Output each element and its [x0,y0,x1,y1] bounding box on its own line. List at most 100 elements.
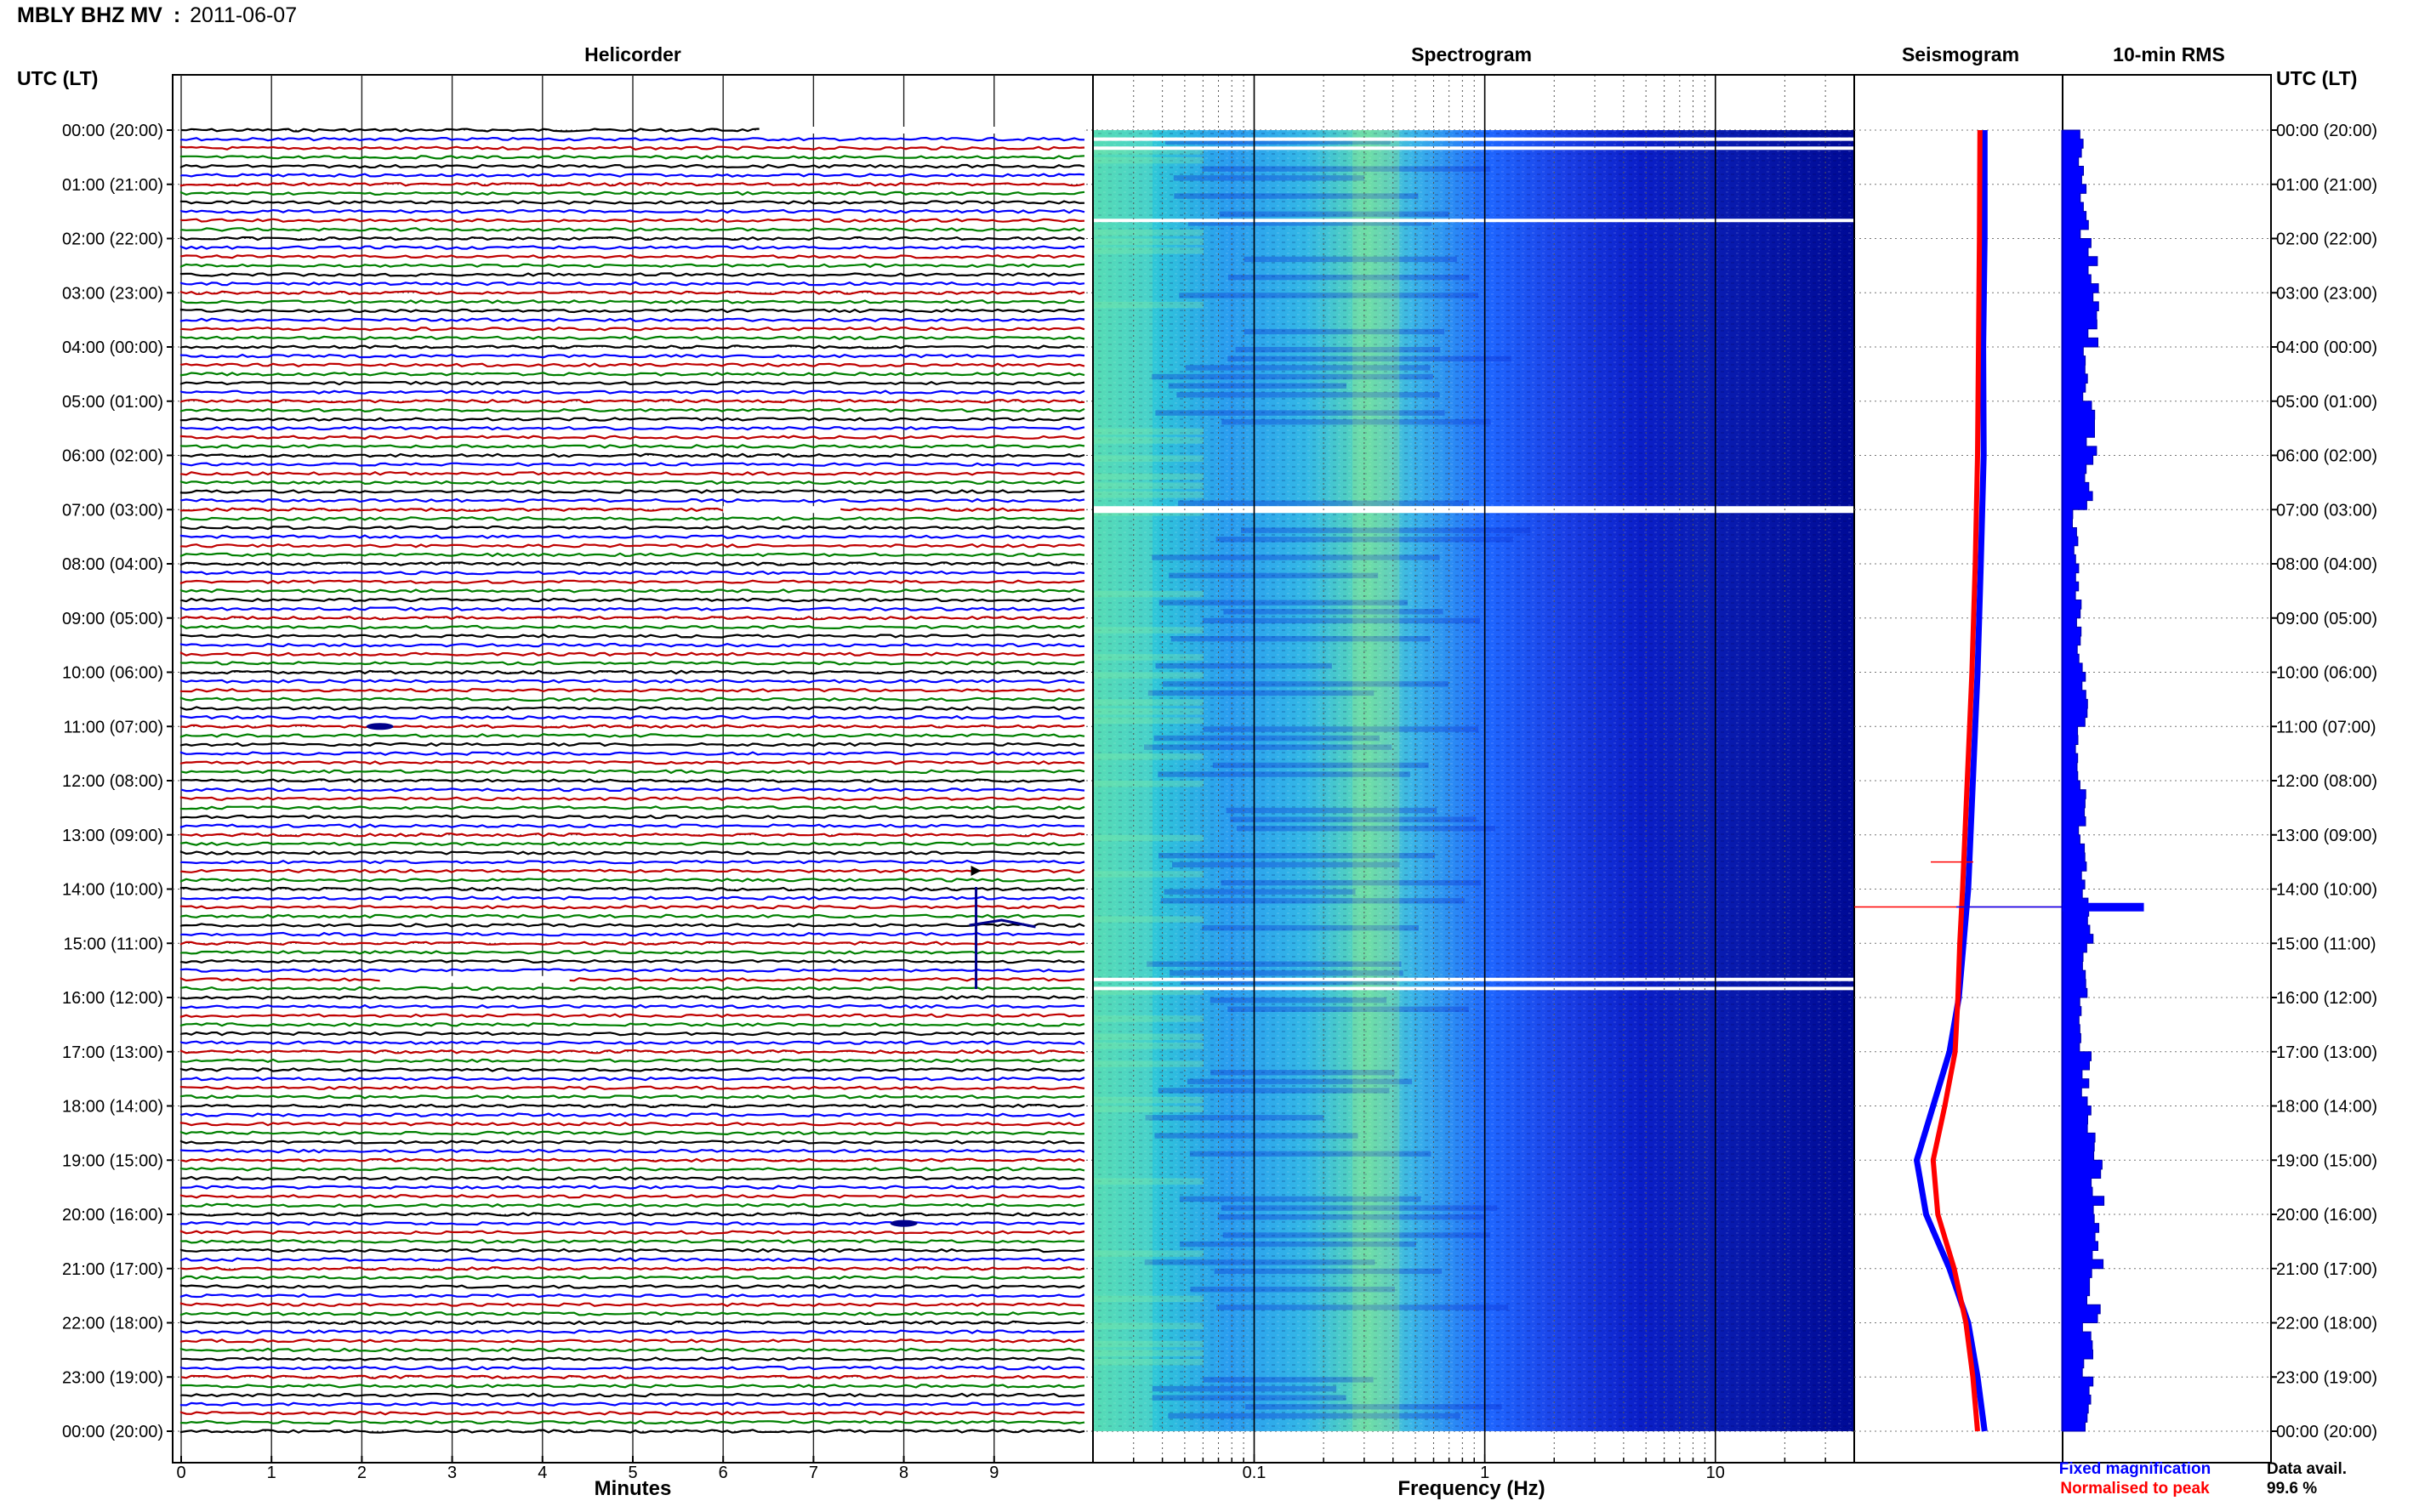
spectrogram-band [1162,681,1449,687]
spectrogram-band [1210,1070,1395,1076]
spectrogram-gap [1093,137,1854,141]
spectrogram-band [1093,1096,1204,1104]
spectrogram-band [1093,1178,1204,1185]
helicorder-trace-row [179,878,1085,883]
time-tick-label: 13:00 (09:00) [62,827,163,845]
spectrogram-band [1152,554,1440,560]
spectrogram-x-tick-label: 10 [1706,1464,1725,1482]
rms-panel [2061,74,2272,1464]
spectrogram-gap [1093,506,1854,514]
helicorder-trace-row [179,905,1085,910]
spectrogram-row-bands [1093,130,1531,1431]
helicorder-trace-row [179,1003,1084,1009]
time-tick-label: 23:00 (19:00) [2276,1368,2377,1387]
seismogram-grid [1854,129,2063,1432]
spectrogram-band [1093,492,1204,498]
helicorder-trace-row [179,1365,1085,1371]
helicorder-trace-row [179,163,1085,169]
helicorder-x-tick-label: 2 [357,1464,367,1482]
rms-title: 10-min RMS [2113,43,2225,65]
spectrogram-band [1093,1033,1204,1040]
spectrogram-band [1093,428,1204,435]
helicorder-panel: 0 1 2 3 4 5 6 7 8 9 [172,74,2271,1482]
legend-fixed-magnification: Fixed magnification [2059,1460,2211,1478]
helicorder-trace-row [179,1311,1085,1316]
helicorder-trace-row [179,173,1085,178]
time-tick-label: 02:00 (22:00) [62,230,163,249]
helicorder-trace-row [179,1248,1085,1253]
time-tick-label: 12:00 (08:00) [2276,772,2377,791]
helicorder-trace-row [179,190,1085,196]
spectrogram-band [1174,193,1419,199]
time-tick-label: 12:00 (08:00) [62,772,163,791]
helicorder-trace-row [179,714,1085,720]
helicorder-x-tick-label: 0 [176,1464,185,1482]
helicorder-trace-row [180,769,1085,775]
spectrogram-band [1158,1088,1390,1094]
time-tick-label: 11:00 (07:00) [64,718,164,736]
helicorder-trace-row [179,1194,1085,1199]
spectrogram-band [1221,1205,1498,1211]
spectrogram-band [1173,175,1365,181]
helicorder-trace-row [179,1140,1085,1145]
helicorder-trace-row [179,1122,1085,1127]
spectrogram-band [1214,1268,1443,1275]
helicorder-trace-row [179,181,1085,187]
spectrogram-band [1202,166,1491,172]
time-tick-label: 17:00 (13:00) [62,1043,163,1062]
spectrogram-band [1237,826,1496,832]
helicorder-trace-row [179,227,1085,232]
seismogram-frame [1853,74,2063,1464]
time-tick-label: 08:00 (04:00) [2276,555,2377,574]
spectrogram-band [1093,717,1204,725]
spectrogram-band [1158,771,1410,777]
spectrogram-band [1235,347,1441,353]
time-tick-label: 05:00 (01:00) [2276,393,2377,412]
spectrogram-band [1170,636,1431,642]
spectrogram-band [1093,156,1204,164]
spectrogram-band [1168,383,1346,389]
helicorder-trace-row [179,327,1085,332]
spectrogram-band [1093,988,1204,995]
time-tick-label: 00:00 (20:00) [62,122,163,140]
helicorder-trace-row [179,688,1085,693]
helicorder-trace-row [179,1320,1085,1326]
helicorder-trace-row [179,1284,1085,1289]
spectrogram-band [1189,1151,1431,1157]
helicorder-traces [179,127,1085,1434]
helicorder-trace-row [179,470,1085,476]
spectrogram-band [1093,238,1204,245]
time-tick-label: 16:00 (12:00) [2276,989,2377,1008]
helicorder-trace-row [179,1085,1085,1091]
helicorder-trace-row [179,995,1085,1000]
helicorder-x-axis-title: Minutes [595,1477,672,1500]
spectrogram-band [1221,419,1491,425]
helicorder-trace-row [179,968,1085,973]
helicorder-trace-row [179,362,1085,367]
helicorder-trace-row [179,1031,1085,1037]
helicorder-trace-row [179,814,1085,820]
helicorder-trace-row [179,606,1085,611]
spectrogram-band [1093,1060,1204,1067]
time-tick-label: 10:00 (06:00) [2276,664,2377,683]
helicorder-trace-row [179,1185,1085,1190]
time-tick-label: 00:00 (20:00) [2276,122,2377,140]
spectrogram-band [1226,807,1437,814]
spectrogram-band [1179,1196,1421,1202]
time-tick-label: 09:00 (05:00) [2276,610,2377,628]
helicorder-trace-row [179,380,1085,386]
helicorder-x-tick-label: 5 [628,1464,637,1482]
spectrogram-band [1169,572,1379,578]
helicorder-trace-row [179,1067,1085,1072]
spectrogram-gaps [1093,137,1854,991]
helicorder-trace-row [179,317,1085,322]
helicorder-trace-row [179,823,1085,829]
data-availability-label: Data avail. [2267,1460,2347,1478]
time-tick-label: 14:00 (10:00) [2276,881,2377,900]
helicorder-trace-row [179,986,1085,992]
helicorder-x-tick-label: 4 [538,1464,547,1482]
helicorder-x-tick-label: 1 [267,1464,276,1482]
helicorder-trace-row [179,733,1085,738]
spectrogram-texture [1093,130,1854,1431]
